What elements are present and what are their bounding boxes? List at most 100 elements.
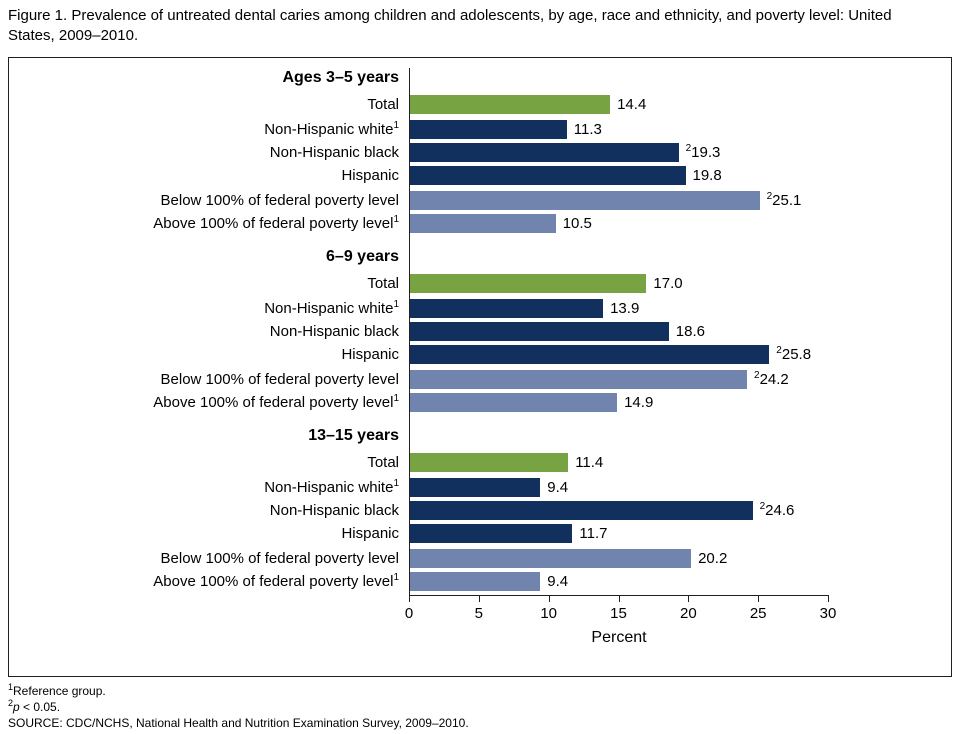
bar-area: 20.2 [409, 549, 951, 568]
bar [409, 345, 770, 364]
value-label: 19.8 [692, 167, 722, 184]
tick-label: 0 [404, 605, 414, 622]
group-heading: 6–9 years [326, 248, 399, 265]
bar-label: Non-Hispanic white1 [264, 120, 399, 139]
x-axis: 0 5 10 15 20 25 30 [9, 595, 951, 629]
bar-row: Non-Hispanic white1 13.9 [9, 299, 951, 318]
bar-label: Hispanic [341, 167, 399, 184]
bar-label: Non-Hispanic black [269, 323, 399, 340]
bar-area: 11.3 [409, 120, 951, 139]
bar [409, 214, 556, 233]
group-heading: 13–15 years [308, 427, 399, 444]
bar-area: 14.9 [409, 393, 951, 412]
bar-row: Above 100% of federal poverty level1 14.9 [9, 393, 951, 412]
bar-label: Above 100% of federal poverty level1 [153, 572, 399, 591]
value-label: 18.6 [675, 323, 705, 340]
value-label: 17.0 [653, 275, 683, 292]
bar-row: Below 100% of federal poverty level 20.2 [9, 549, 951, 568]
bar [409, 274, 647, 293]
tick-mark [618, 595, 620, 602]
figure-title: Figure 1. Prevalence of untreated dental… [8, 7, 892, 44]
bar-area: 225.1 [409, 191, 951, 210]
tick-mark [478, 595, 480, 602]
bar-label: Non-Hispanic white1 [264, 299, 399, 318]
footnote-line: 1Reference group. [8, 682, 106, 699]
bar-area: 219.3 [409, 143, 951, 162]
bar-row: Total 17.0 [9, 274, 951, 293]
bar-row: Below 100% of federal poverty level 224.2 [9, 370, 951, 389]
footnotes: 1Reference group. 2p < 0.05. SOURCE: CDC/N… [8, 683, 952, 731]
bar-row: Total 14.4 [9, 95, 951, 114]
bar-label: Non-Hispanic white1 [264, 478, 399, 497]
bar-area: 13.9 [409, 299, 951, 318]
tick-mark [758, 595, 760, 602]
bar [409, 322, 669, 341]
bar-area: 11.7 [409, 524, 951, 543]
bar-row: Below 100% of federal poverty level 225.1 [9, 191, 951, 210]
tick-label: 30 [819, 605, 837, 622]
bar [409, 572, 541, 591]
value-label: 219.3 [685, 143, 721, 162]
tick-mark [688, 595, 690, 602]
bar-label: Below 100% of federal poverty level [160, 371, 399, 388]
bar [409, 143, 679, 162]
bar-label: Above 100% of federal poverty level1 [153, 393, 399, 412]
bar-label: Total [367, 454, 399, 471]
bar-area: 9.4 [409, 572, 951, 591]
bar [409, 95, 611, 114]
bar-row: Total 11.4 [9, 453, 951, 472]
bar-label: Total [367, 275, 399, 292]
bar-area: 19.8 [409, 166, 951, 185]
footnote-line: 2p < 0.05. [8, 698, 61, 715]
value-label: 225.8 [776, 345, 812, 364]
bar-area: 225.8 [409, 345, 951, 364]
bar-row: Non-Hispanic black 219.3 [9, 143, 951, 162]
value-label: 13.9 [610, 300, 640, 317]
chart-groups: Ages 3–5 years Total 14.4 Non-Hispanic whit… [9, 68, 951, 591]
bar [409, 370, 747, 389]
bar-label: Below 100% of federal poverty level [160, 192, 399, 209]
plot-area: Ages 3–5 years Total 14.4 Non-Hispanic whit… [9, 58, 951, 676]
group-heading: Ages 3–5 years [282, 69, 399, 86]
bar-area: 18.6 [409, 322, 951, 341]
value-label: 10.5 [562, 215, 592, 232]
footnote-line: SOURCE: CDC/NCHS, National Health and Nu… [8, 716, 469, 730]
value-label: 224.6 [759, 501, 795, 520]
bar-area: 14.4 [409, 95, 951, 114]
bar-area: 11.4 [409, 453, 951, 472]
bar [409, 453, 569, 472]
bar [409, 549, 692, 568]
value-label: 9.4 [547, 573, 569, 590]
bar [409, 501, 753, 520]
value-label: 225.1 [766, 191, 802, 210]
bar-label: Hispanic [341, 525, 399, 542]
bar [409, 478, 541, 497]
bar-row: Non-Hispanic white1 11.3 [9, 120, 951, 139]
bar-row: Non-Hispanic black 224.6 [9, 501, 951, 520]
tick-label: 10 [540, 605, 557, 622]
bar-row: Hispanic 11.7 [9, 524, 951, 543]
bar-area: 224.2 [409, 370, 951, 389]
bar-label: Below 100% of federal poverty level [160, 550, 399, 567]
bar-label: Non-Hispanic black [269, 144, 399, 161]
bar [409, 191, 760, 210]
bar-row: Hispanic 19.8 [9, 166, 951, 185]
value-label: 11.3 [573, 121, 602, 138]
bar [409, 393, 618, 412]
bar-row: Non-Hispanic white1 9.4 [9, 478, 951, 497]
tick-label: 25 [749, 605, 767, 622]
bar [409, 524, 573, 543]
bar-area: 17.0 [409, 274, 951, 293]
bar-row: Non-Hispanic black 18.6 [9, 322, 951, 341]
tick-label: 15 [610, 605, 627, 622]
tick-mark [409, 595, 410, 602]
bar-label: Non-Hispanic black [269, 502, 399, 519]
tick-label: 5 [474, 605, 483, 622]
bar-row: Hispanic 225.8 [9, 345, 951, 364]
bar-label: Hispanic [341, 346, 399, 363]
bar [409, 120, 567, 139]
bar [409, 299, 604, 318]
x-axis-title: Percent [591, 629, 647, 646]
value-label: 11.7 [579, 525, 608, 542]
